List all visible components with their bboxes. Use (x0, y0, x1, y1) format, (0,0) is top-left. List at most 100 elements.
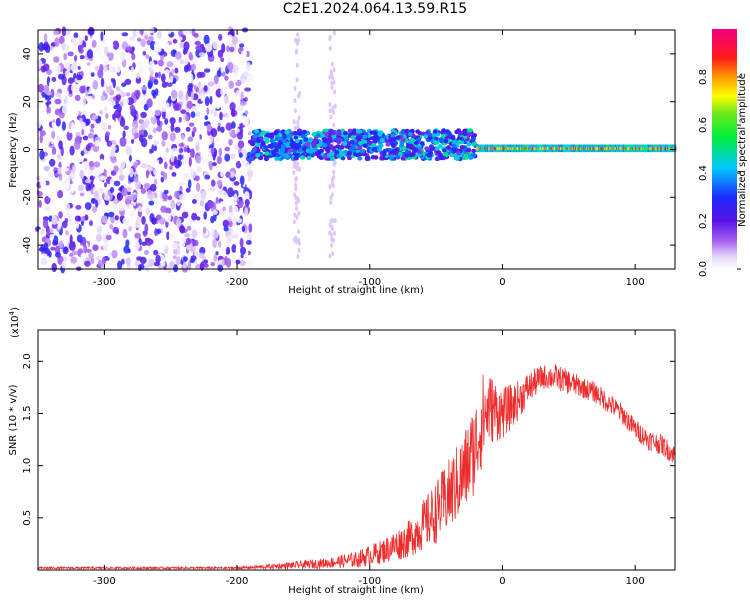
y-tick-label: 2.0 (22, 353, 33, 369)
heatmap-cell (295, 239, 298, 245)
heatmap-cell (620, 147, 623, 151)
heatmap-cell (589, 147, 592, 151)
heatmap-cell (229, 46, 235, 53)
heatmap-cell (220, 126, 225, 133)
heatmap-cell (225, 257, 232, 268)
heatmap-cell (329, 195, 333, 201)
bottom-y-ticks: 0.5 1.0 1.5 2.0 (22, 353, 675, 526)
heatmap-cell (539, 147, 541, 151)
heatmap-cell (105, 260, 112, 269)
heatmap-cell (291, 141, 296, 146)
heatmap-cell (295, 41, 299, 46)
heatmap-cell (240, 91, 244, 101)
heatmap-cell (111, 249, 118, 259)
heatmap-cell (468, 155, 474, 160)
heatmap-cell (297, 210, 301, 216)
heatmap-cell (144, 119, 150, 129)
heatmap-cell (631, 144, 633, 153)
heatmap-cell (221, 258, 225, 267)
heatmap-cell (319, 132, 325, 138)
heatmap-cell (144, 192, 148, 199)
heatmap-cell (185, 126, 191, 132)
heatmap-cell (128, 116, 134, 121)
heatmap-cell (113, 165, 119, 173)
heatmap-cell (571, 147, 573, 151)
heatmap-cell (44, 195, 51, 205)
heatmap-cell (604, 147, 607, 151)
heatmap-cell (101, 121, 108, 131)
heatmap-cell (203, 259, 209, 264)
heatmap-cell (493, 147, 495, 151)
heatmap-cell (491, 144, 494, 153)
heatmap-cell (586, 147, 588, 151)
heatmap-cell (65, 203, 71, 211)
heatmap-cell (297, 131, 303, 136)
heatmap-cell (598, 147, 600, 151)
heatmap-cell (355, 129, 361, 134)
heatmap-cell (477, 147, 479, 151)
heatmap-cell (79, 169, 84, 180)
heatmap-cell (582, 144, 584, 153)
heatmap-cell (99, 109, 103, 115)
heatmap-cell (542, 147, 544, 151)
heatmap-cell (46, 112, 54, 122)
heatmap-cell (644, 147, 647, 151)
heatmap-cell (196, 166, 202, 173)
heatmap-cell (601, 144, 604, 153)
heatmap-cell (330, 80, 334, 86)
heatmap-cell (664, 147, 666, 151)
heatmap-cell (163, 224, 170, 233)
heatmap-cell (141, 85, 148, 91)
heatmap-cell (55, 251, 61, 258)
colorbar-tick-label: 0.8 (698, 69, 709, 85)
heatmap-cell (69, 212, 76, 221)
heatmap-cell (668, 147, 670, 151)
heatmap-cell (146, 232, 151, 238)
heatmap-cell (554, 147, 556, 151)
heatmap-cell (158, 156, 162, 165)
heatmap-cell (581, 144, 583, 153)
heatmap-cell (103, 168, 107, 178)
heatmap-cell (327, 136, 333, 141)
heatmap-cell (115, 86, 121, 92)
heatmap-cell (125, 146, 132, 156)
heatmap-cell (165, 147, 169, 153)
heatmap-cell (169, 132, 176, 142)
heatmap-cell (165, 212, 172, 223)
heatmap-cell (185, 187, 191, 193)
heatmap-cell (91, 40, 97, 48)
heatmap-cell (101, 215, 108, 224)
heatmap-cell (105, 131, 110, 137)
heatmap-cell (51, 47, 59, 53)
x-tick-label: -300 (93, 277, 116, 288)
heatmap-cell (228, 80, 234, 89)
heatmap-cell (75, 108, 79, 117)
heatmap-cell (229, 220, 233, 228)
heatmap-cell (58, 35, 65, 45)
x-tick-label: -100 (358, 277, 381, 288)
heatmap-cell (280, 129, 286, 134)
heatmap-cell (68, 129, 73, 134)
heatmap-cell (213, 253, 218, 262)
heatmap-cell (203, 85, 208, 92)
heatmap-cell (50, 246, 56, 251)
heatmap-cell (458, 131, 464, 136)
heatmap-cell (640, 147, 643, 151)
heatmap-cell (99, 166, 103, 171)
heatmap-cell (293, 160, 297, 166)
heatmap-cell (470, 136, 476, 142)
heatmap-cell (520, 147, 522, 151)
heatmap-cell (35, 103, 42, 109)
heatmap-cell (244, 191, 250, 201)
heatmap-cell (154, 45, 158, 52)
heatmap-cell (248, 233, 252, 242)
heatmap-cell (49, 234, 55, 241)
heatmap-cell (614, 147, 616, 151)
heatmap-cell (73, 165, 77, 174)
heatmap-cell (671, 147, 673, 151)
heatmap-cell (162, 172, 168, 180)
heatmap-cell (112, 40, 120, 50)
heatmap-cell (264, 139, 270, 144)
heatmap-cell (268, 144, 274, 149)
heatmap-cell (619, 147, 621, 151)
